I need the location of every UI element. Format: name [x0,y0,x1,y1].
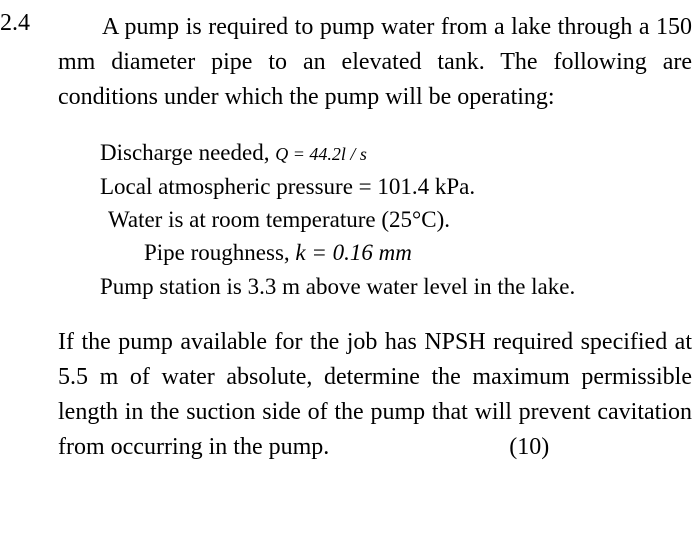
final-paragraph: If the pump available for the job has NP… [58,325,692,464]
roughness-label: Pipe roughness, [144,240,295,265]
intro-paragraph: A pump is required to pump water from a … [58,10,692,114]
question-number: 2.4 [0,10,30,37]
atm-pressure-line: Local atmospheric pressure = 101.4 kPa. [100,170,692,203]
discharge-symbol: Q = 44.2l / s [275,144,367,164]
roughness-line: Pipe roughness, k = 0.16 mm [144,236,692,269]
conditions-block: Discharge needed, Q = 44.2l / s Local at… [100,136,692,303]
final-text: If the pump available for the job has NP… [58,329,692,459]
station-line: Pump station is 3.3 m above water level … [100,270,692,303]
roughness-value: k = 0.16 mm [295,240,411,265]
discharge-line: Discharge needed, Q = 44.2l / s [100,136,692,169]
discharge-label: Discharge needed, [100,140,275,165]
water-temp-line: Water is at room temperature (25°C). [108,203,692,236]
question-container: 2.4 A pump is required to pump water fro… [0,10,692,464]
marks: (10) [509,430,549,465]
